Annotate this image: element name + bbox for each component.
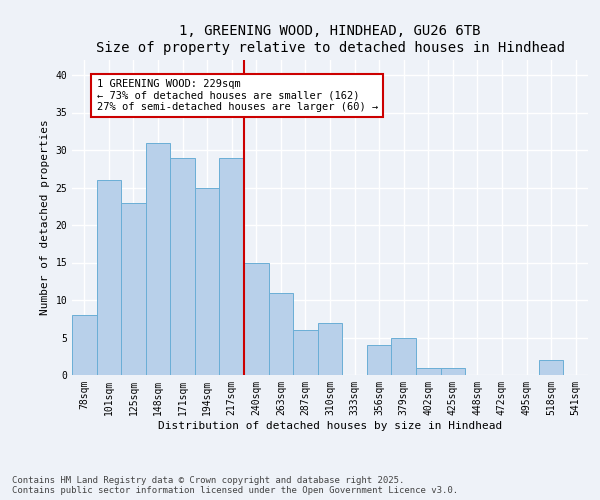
- X-axis label: Distribution of detached houses by size in Hindhead: Distribution of detached houses by size …: [158, 420, 502, 430]
- Bar: [416, 368, 440, 375]
- Bar: [121, 202, 146, 375]
- Bar: [146, 142, 170, 375]
- Title: 1, GREENING WOOD, HINDHEAD, GU26 6TB
Size of property relative to detached house: 1, GREENING WOOD, HINDHEAD, GU26 6TB Siz…: [95, 24, 565, 54]
- Text: Contains HM Land Registry data © Crown copyright and database right 2025.
Contai: Contains HM Land Registry data © Crown c…: [12, 476, 458, 495]
- Bar: [293, 330, 318, 375]
- Bar: [318, 322, 342, 375]
- Bar: [170, 158, 195, 375]
- Bar: [391, 338, 416, 375]
- Bar: [244, 262, 269, 375]
- Bar: [269, 292, 293, 375]
- Y-axis label: Number of detached properties: Number of detached properties: [40, 120, 50, 316]
- Bar: [72, 315, 97, 375]
- Bar: [97, 180, 121, 375]
- Bar: [539, 360, 563, 375]
- Bar: [220, 158, 244, 375]
- Text: 1 GREENING WOOD: 229sqm
← 73% of detached houses are smaller (162)
27% of semi-d: 1 GREENING WOOD: 229sqm ← 73% of detache…: [97, 78, 378, 112]
- Bar: [440, 368, 465, 375]
- Bar: [195, 188, 220, 375]
- Bar: [367, 345, 391, 375]
